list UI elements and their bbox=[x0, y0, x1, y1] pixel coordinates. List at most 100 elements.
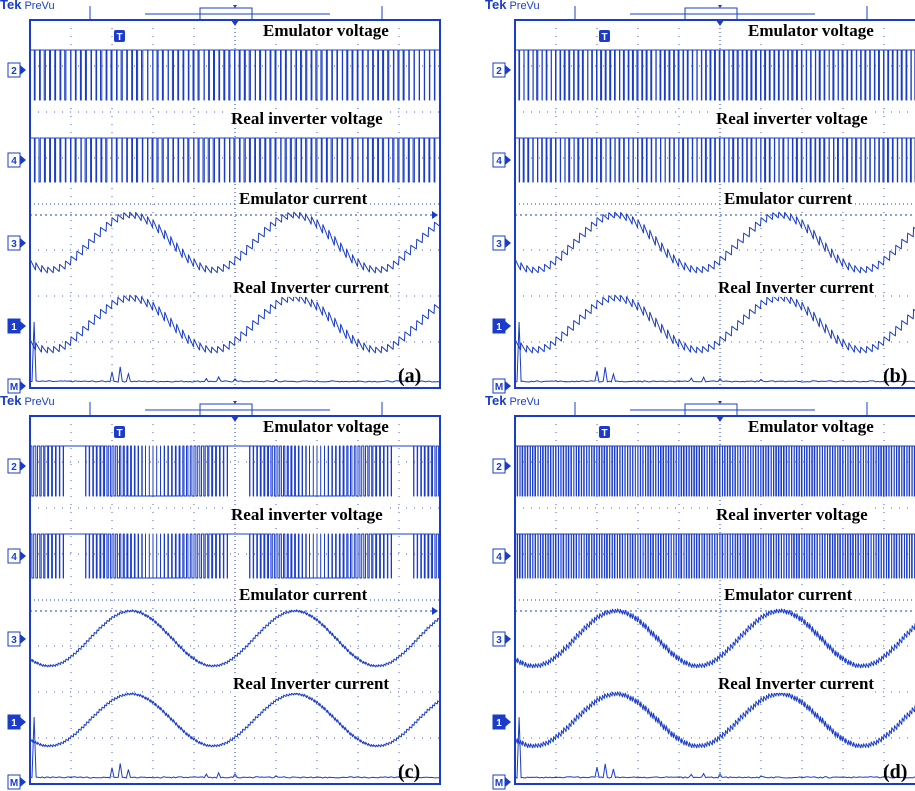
channel-marker-ch1: 1 bbox=[492, 318, 511, 334]
trace-0 bbox=[30, 445, 441, 497]
channel-marker-label: 3 bbox=[496, 635, 502, 646]
scope-screen: T 2 4 3 1 M bbox=[7, 5, 441, 394]
channel-marker-ch3: 3 bbox=[7, 631, 26, 647]
trace-1 bbox=[515, 137, 915, 183]
brand-prevu: PreVu bbox=[24, 396, 55, 408]
channel-marker-ch2: 2 bbox=[7, 458, 26, 474]
channel-marker-label: 2 bbox=[11, 66, 17, 77]
channel-marker-label: 3 bbox=[11, 239, 17, 250]
trace-label-3: Real Inverter current bbox=[717, 278, 876, 297]
record-bar bbox=[574, 5, 868, 21]
channel-marker-ch4: 4 bbox=[492, 548, 511, 564]
panel-tag: (d) bbox=[883, 761, 908, 783]
panel-tag: (a) bbox=[398, 365, 422, 387]
channel-marker-label: 4 bbox=[11, 552, 17, 563]
channel-marker-label: 1 bbox=[496, 322, 502, 333]
trace-label-3: Real Inverter current bbox=[232, 278, 391, 297]
trace-label-3: Real Inverter current bbox=[232, 674, 391, 693]
trace-label-2: Emulator current bbox=[238, 189, 369, 208]
math-trace bbox=[29, 321, 441, 383]
trace-3 bbox=[514, 691, 915, 749]
channel-marker-label: 4 bbox=[11, 156, 17, 167]
scope-panel-a: T 2 4 3 1 M Tek PreVu Emulator voltage Real inver… bbox=[0, 0, 445, 395]
channel-marker-label: 1 bbox=[11, 322, 17, 333]
math-trace bbox=[514, 717, 915, 779]
math-trace bbox=[29, 716, 441, 779]
channel-marker-ch2: 2 bbox=[7, 62, 26, 78]
panel-tag: (b) bbox=[883, 365, 908, 387]
trace-3 bbox=[29, 294, 441, 354]
trace-1 bbox=[30, 137, 441, 183]
trace-label-1: Real inverter voltage bbox=[230, 505, 384, 524]
brand-tek: Tek bbox=[0, 0, 22, 12]
trigger-position-marker bbox=[231, 20, 239, 26]
channel-marker-label: 3 bbox=[496, 239, 502, 250]
trace-label-2: Emulator current bbox=[723, 585, 854, 604]
scope-brand: Tek PreVu bbox=[485, 0, 540, 12]
channel-marker-math: M bbox=[492, 378, 511, 394]
channel-marker-math: M bbox=[7, 378, 26, 394]
channel-marker-label: 3 bbox=[11, 635, 17, 646]
trigger-marker-label: T bbox=[601, 32, 607, 43]
trigger-position-marker bbox=[716, 20, 724, 26]
channel-marker-ch1: 1 bbox=[7, 714, 26, 730]
channel-marker-math: M bbox=[7, 774, 26, 790]
trace-label-0: Emulator voltage bbox=[262, 21, 390, 40]
channel-marker-ch4: 4 bbox=[7, 548, 26, 564]
channel-marker-label: 4 bbox=[496, 552, 502, 563]
scope-panel-d: T 2 4 3 1 M Tek PreVu Emulator voltage Real inver… bbox=[485, 393, 915, 791]
brand-prevu: PreVu bbox=[24, 0, 55, 12]
channel-marker-label: 2 bbox=[496, 462, 502, 473]
channel-marker-math: M bbox=[492, 774, 511, 790]
trigger-position-marker bbox=[716, 416, 724, 422]
channel-marker-label: M bbox=[10, 382, 18, 393]
trace-label-0: Emulator voltage bbox=[747, 21, 875, 40]
channel-marker-ch3: 3 bbox=[7, 235, 26, 251]
trace-2 bbox=[29, 211, 441, 274]
channel-marker-label: M bbox=[495, 382, 503, 393]
brand-tek: Tek bbox=[485, 0, 507, 12]
scope-screen: T 2 4 3 1 M bbox=[7, 401, 441, 790]
brand-prevu: PreVu bbox=[509, 396, 540, 408]
record-bar bbox=[89, 5, 383, 21]
trace-1 bbox=[30, 533, 441, 579]
record-bar bbox=[574, 401, 868, 417]
scope-brand: Tek PreVu bbox=[485, 393, 540, 408]
trace-3 bbox=[514, 294, 915, 354]
channel-marker-label: M bbox=[495, 778, 503, 789]
trigger-position-marker bbox=[231, 416, 239, 422]
trace-0 bbox=[515, 445, 915, 497]
brand-prevu: PreVu bbox=[509, 0, 540, 12]
trigger-marker-label: T bbox=[601, 428, 607, 439]
channel-marker-ch3: 3 bbox=[492, 235, 511, 251]
trace-label-1: Real inverter voltage bbox=[715, 109, 869, 128]
channel-marker-ch4: 4 bbox=[492, 152, 511, 168]
channel-marker-label: 1 bbox=[496, 718, 502, 729]
record-bar bbox=[89, 401, 383, 417]
channel-marker-ch1: 1 bbox=[492, 714, 511, 730]
channel-marker-label: 2 bbox=[11, 462, 17, 473]
scope-brand: Tek PreVu bbox=[0, 0, 55, 12]
trace-label-0: Emulator voltage bbox=[262, 417, 390, 436]
trace-2 bbox=[514, 211, 915, 274]
brand-tek: Tek bbox=[0, 393, 22, 408]
panel-tag: (c) bbox=[398, 761, 421, 783]
trace-label-2: Emulator current bbox=[723, 189, 854, 208]
channel-marker-ch2: 2 bbox=[492, 62, 511, 78]
brand-tek: Tek bbox=[485, 393, 507, 408]
trigger-marker: T bbox=[599, 30, 610, 43]
scope-brand: Tek PreVu bbox=[0, 393, 55, 408]
channel-marker-label: M bbox=[10, 778, 18, 789]
channel-marker-ch4: 4 bbox=[7, 152, 26, 168]
trace-0 bbox=[515, 49, 915, 101]
trace-label-1: Real inverter voltage bbox=[230, 109, 384, 128]
trace-1 bbox=[515, 533, 915, 579]
trace-2 bbox=[29, 609, 441, 668]
trace-label-2: Emulator current bbox=[238, 585, 369, 604]
channel-marker-label: 2 bbox=[496, 66, 502, 77]
trigger-marker-label: T bbox=[116, 32, 122, 43]
trigger-marker: T bbox=[599, 426, 610, 439]
scope-panel-b: T 2 4 3 1 M Tek PreVu Emulator voltage Real inver… bbox=[485, 0, 915, 395]
trace-3 bbox=[29, 692, 441, 748]
trace-0 bbox=[30, 49, 441, 101]
